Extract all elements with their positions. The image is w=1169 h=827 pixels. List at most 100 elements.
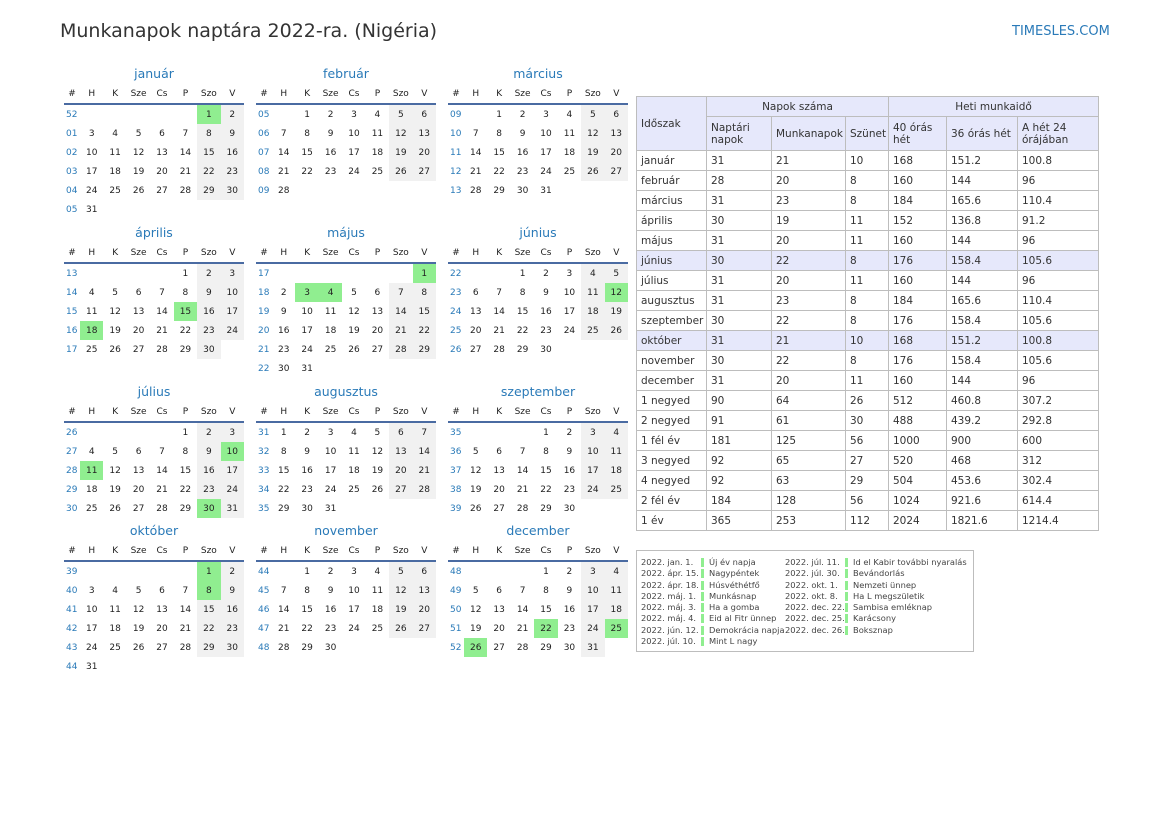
week-number: 31 [258,427,270,438]
weekday-header: V [220,542,244,562]
brand-link[interactable]: TIMESLES.COM [1012,24,1110,39]
day-cell: 9 [543,287,549,298]
day-cell: 7 [159,446,165,457]
day-cell: 8 [412,283,436,302]
week-row: 30 25 26 27 28 29 30 31 [64,499,244,518]
week-number: 41 [66,604,78,615]
day-cell: 7 [159,287,165,298]
holiday-name: Karácsony [853,613,897,624]
week-row: 20 16 17 18 19 20 21 22 [256,321,436,340]
value-cell: 151.2 [946,150,1018,171]
week-row: 09 28 [256,181,436,200]
day-cell: 4 [88,446,95,457]
day-cell: 13 [604,124,628,143]
day-cell: 20 [132,325,145,336]
day-cell: 14 [278,604,290,615]
day-cell: 16 [324,604,337,615]
month-table: # H K Sze Cs P Szo V 22 1 2 3 4 5 23 6 7 8 9 10 11 12 24 13 14 15… [448,244,628,359]
day-cell [80,104,103,124]
holiday-marker [845,614,848,624]
weekday-header: V [604,542,628,562]
value-cell: 2024 [888,510,947,531]
week-number: 22 [258,363,270,374]
day-cell: 23 [324,166,337,177]
day-cell: 21 [278,623,290,634]
weekday-header: Cs [150,244,174,264]
week-row: 15 11 12 13 14 15 16 17 [64,302,244,321]
value-cell: 8 [845,190,889,211]
week-number: 21 [258,344,270,355]
week-number: 15 [66,306,78,317]
day-cell: 13 [156,604,168,615]
day-cell: 6 [389,422,413,442]
day-cell: 9 [304,446,311,457]
day-cell: 2 [220,104,244,124]
week-row: 12 21 22 23 24 25 26 27 [448,162,628,181]
day-cell: 11 [371,128,384,139]
value-cell: 22 [771,310,846,331]
week-row: 44 1 2 3 4 5 6 [256,561,436,581]
day-cell: 25 [109,185,121,196]
value-cell: 65 [771,450,846,471]
day-cell: 9 [519,128,526,139]
value-cell: 144 [946,270,1018,291]
day-cell: 10 [348,585,360,596]
summary-row: 2 fél év 184 128 56 1024 921.6 614.4 [636,490,1099,511]
day-cell [150,263,173,283]
week-number: 03 [66,166,78,177]
value-cell: 11 [845,270,889,291]
day-cell [487,263,510,283]
week-number: 07 [258,147,270,158]
day-cell: 31 [324,503,337,514]
day-cell [221,200,244,219]
week-number: 52 [450,642,462,653]
day-cell: 10 [540,128,552,139]
day-cell: 11 [581,283,605,302]
value-cell: 158.4 [946,310,1018,331]
day-cell [413,359,436,378]
weekday-header: Szo [197,244,221,264]
week-number: 48 [450,566,462,577]
week-number: 49 [450,585,462,596]
day-cell: 28 [389,340,413,359]
day-cell: 28 [516,642,529,653]
day-cell: 6 [496,446,503,457]
week-row: 43 24 25 26 27 28 29 30 [64,638,244,657]
week-row: 22 30 31 [256,359,436,378]
day-cell [413,638,436,657]
holiday-name: Boksznap [853,624,893,635]
day-cell: 17 [581,461,605,480]
week-number: 05 [258,109,270,120]
day-cell [511,561,534,581]
day-cell: 14 [493,306,505,317]
day-cell: 18 [581,302,605,321]
day-cell: 10 [324,446,337,457]
value-cell: 614.4 [1017,490,1099,511]
value-cell: 520 [888,450,947,471]
value-cell: 504 [888,470,947,491]
day-cell: 6 [135,287,142,298]
weekday-header: Szo [581,542,605,562]
period-cell: április [636,210,707,231]
week-row: 02 10 11 12 13 14 15 16 [64,143,244,162]
day-cell: 13 [132,465,145,476]
week-number: 17 [66,344,78,355]
week-number: 27 [66,446,78,457]
week-number: 20 [258,325,270,336]
day-cell: 5 [389,104,413,124]
weekday-header: Cs [150,403,174,423]
day-cell: 1 [182,268,189,279]
day-cell: 9 [220,124,244,143]
week-number: 48 [258,642,270,653]
week-row: 38 19 20 21 22 23 24 25 [448,480,628,499]
day-cell: 18 [86,484,98,495]
value-cell: 20 [771,270,846,291]
day-cell: 24 [581,619,605,638]
period-cell: 1 fél év [636,430,707,451]
value-cell: 453.6 [946,470,1018,491]
day-cell: 16 [197,461,221,480]
holiday-marker [701,569,704,579]
day-cell: 4 [581,263,605,283]
day-cell: 16 [197,302,221,321]
summary-row: január 31 21 10 168 151.2 100.8 [636,150,1099,171]
